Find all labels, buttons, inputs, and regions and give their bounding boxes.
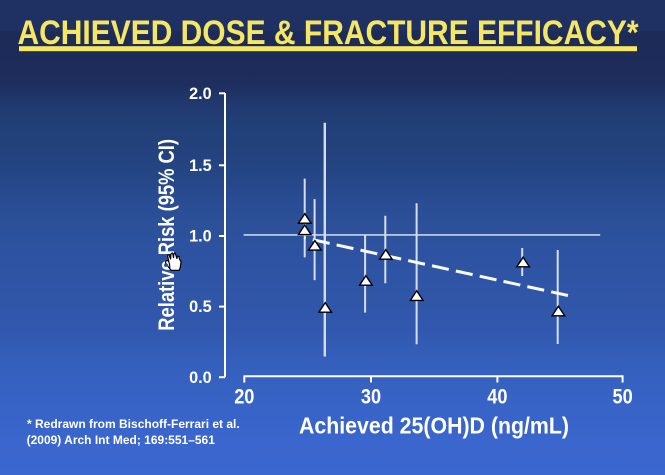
svg-text:2.0: 2.0	[189, 84, 212, 103]
svg-text:0.0: 0.0	[189, 368, 212, 387]
svg-text:50: 50	[613, 386, 633, 409]
svg-text:30: 30	[361, 386, 381, 409]
svg-text:(2009) Arch Int Med; 169:551–5: (2009) Arch Int Med; 169:551–561	[27, 433, 216, 447]
svg-text:40: 40	[487, 386, 507, 409]
svg-text:1.0: 1.0	[189, 227, 212, 246]
svg-text:1.5: 1.5	[189, 156, 212, 175]
svg-text:0.5: 0.5	[189, 297, 212, 316]
svg-text:ACHIEVED DOSE & FRACTURE EFFIC: ACHIEVED DOSE & FRACTURE EFFICACY*	[18, 14, 640, 52]
svg-text:Relative Risk (95% CI): Relative Risk (95% CI)	[154, 139, 179, 331]
svg-text:Achieved 25(OH)D (ng/mL): Achieved 25(OH)D (ng/mL)	[299, 413, 569, 439]
svg-text:* Redrawn from Bischoff-Ferrar: * Redrawn from Bischoff-Ferrari et al.	[27, 417, 240, 431]
svg-text:20: 20	[234, 386, 254, 409]
